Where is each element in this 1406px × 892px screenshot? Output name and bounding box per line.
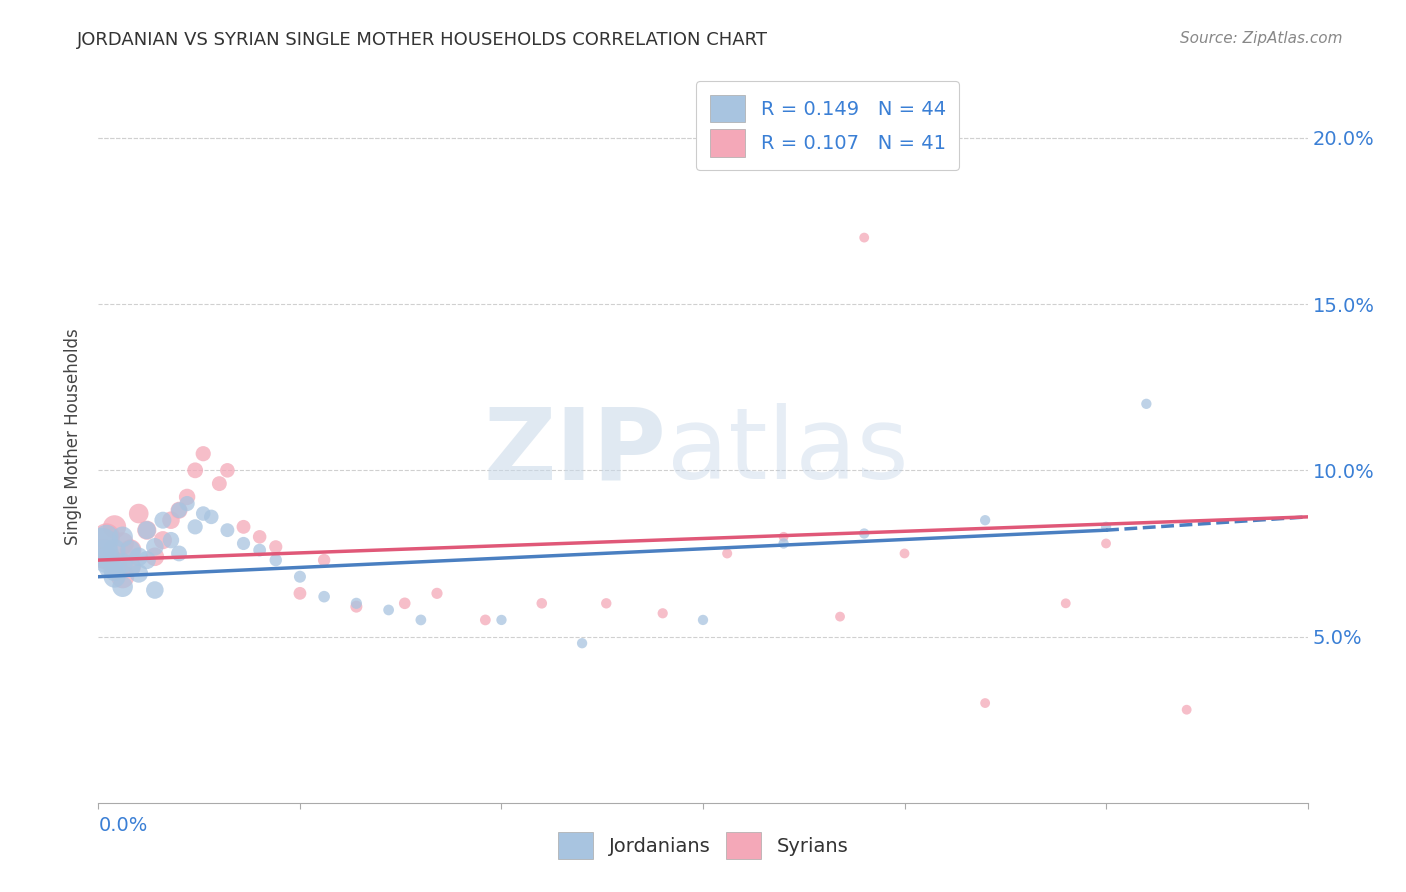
Point	[1095, 536, 1118, 550]
Point	[152, 513, 174, 527]
Point	[651, 607, 673, 621]
Point	[377, 603, 399, 617]
Point	[853, 526, 876, 541]
Legend: Jordanians, Syrians: Jordanians, Syrians	[548, 822, 858, 869]
Point	[184, 520, 207, 534]
Point	[167, 503, 190, 517]
Point	[426, 586, 449, 600]
Point	[176, 490, 198, 504]
Point	[152, 533, 174, 548]
Point	[828, 609, 851, 624]
Point	[120, 559, 142, 574]
Point	[772, 536, 794, 550]
Point	[716, 546, 738, 560]
Point	[314, 553, 336, 567]
Point	[193, 507, 215, 521]
Point	[288, 570, 311, 584]
Point	[232, 536, 254, 550]
Point	[111, 536, 134, 550]
Point	[96, 530, 118, 544]
Point	[249, 530, 271, 544]
Point	[167, 503, 190, 517]
Point	[103, 570, 125, 584]
Point	[200, 509, 222, 524]
Point	[394, 596, 416, 610]
Point	[143, 582, 166, 597]
Point	[288, 586, 311, 600]
Point	[96, 553, 118, 567]
Point	[974, 696, 997, 710]
Text: Source: ZipAtlas.com: Source: ZipAtlas.com	[1180, 31, 1343, 46]
Point	[853, 230, 876, 244]
Point	[571, 636, 593, 650]
Point	[160, 513, 183, 527]
Point	[120, 543, 142, 558]
Point	[184, 463, 207, 477]
Point	[111, 570, 134, 584]
Point	[409, 613, 432, 627]
Text: 0.0%: 0.0%	[98, 816, 148, 835]
Point	[249, 543, 271, 558]
Point	[128, 549, 150, 564]
Point	[111, 580, 134, 594]
Legend: R = 0.149   N = 44, R = 0.107   N = 41: R = 0.149 N = 44, R = 0.107 N = 41	[696, 81, 959, 170]
Point	[100, 559, 122, 574]
Point	[193, 447, 215, 461]
Point	[772, 530, 794, 544]
Point	[474, 613, 496, 627]
Point	[111, 557, 134, 571]
Point	[94, 546, 117, 560]
Point	[128, 507, 150, 521]
Point	[314, 590, 336, 604]
Point	[120, 543, 142, 558]
Text: JORDANIAN VS SYRIAN SINGLE MOTHER HOUSEHOLDS CORRELATION CHART: JORDANIAN VS SYRIAN SINGLE MOTHER HOUSEH…	[77, 31, 768, 49]
Point	[344, 599, 367, 614]
Point	[91, 536, 114, 550]
Point	[103, 520, 125, 534]
Text: atlas: atlas	[666, 403, 908, 500]
Point	[1135, 397, 1157, 411]
Point	[103, 557, 125, 571]
Point	[135, 553, 157, 567]
Point	[344, 596, 367, 610]
Point	[167, 546, 190, 560]
Point	[530, 596, 553, 610]
Point	[91, 546, 114, 560]
Point	[595, 596, 617, 610]
Point	[264, 553, 287, 567]
Point	[143, 540, 166, 554]
Point	[96, 530, 118, 544]
Point	[491, 613, 513, 627]
Point	[111, 530, 134, 544]
Point	[120, 559, 142, 574]
Point	[1175, 703, 1198, 717]
Point	[217, 463, 239, 477]
Point	[974, 513, 997, 527]
Point	[128, 566, 150, 581]
Point	[176, 497, 198, 511]
Point	[96, 549, 118, 564]
Text: ZIP: ZIP	[484, 403, 666, 500]
Point	[103, 543, 125, 558]
Point	[135, 523, 157, 537]
Point	[160, 533, 183, 548]
Point	[232, 520, 254, 534]
Point	[208, 476, 231, 491]
Point	[1095, 520, 1118, 534]
Point	[143, 549, 166, 564]
Y-axis label: Single Mother Households: Single Mother Households	[65, 329, 83, 545]
Point	[103, 563, 125, 577]
Point	[1054, 596, 1077, 610]
Point	[692, 613, 714, 627]
Point	[217, 523, 239, 537]
Point	[264, 540, 287, 554]
Point	[893, 546, 915, 560]
Point	[135, 523, 157, 537]
